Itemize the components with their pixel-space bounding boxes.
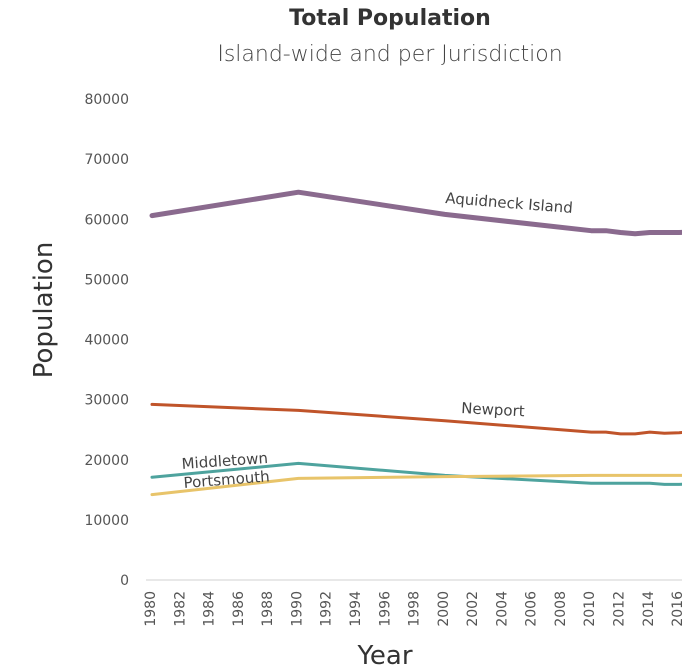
x-tick-label: 2012 — [612, 591, 628, 627]
y-tick-label: 40000 — [84, 333, 129, 349]
y-tick-label: 50000 — [84, 272, 129, 288]
series-line-portsmouth — [150, 473, 682, 497]
chart-subtitle: Island-wide and per Jurisdiction — [217, 42, 563, 67]
x-tick-label: 1992 — [319, 591, 335, 627]
y-tick-label: 30000 — [84, 393, 129, 409]
x-tick-label: 2006 — [524, 591, 540, 627]
x-tick-label: 2014 — [641, 591, 657, 627]
x-tick-label: 1984 — [202, 591, 218, 627]
series-label-aquidneck-island: Aquidneck Island — [445, 189, 574, 217]
x-tick-label: 1980 — [143, 591, 159, 627]
y-tick-label: 0 — [120, 573, 129, 589]
x-tick-label: 2008 — [553, 591, 569, 627]
x-tick-label: 2004 — [494, 591, 510, 627]
x-tick-label: 1996 — [377, 591, 393, 627]
series-labels: Aquidneck IslandNewportMiddletownPortsmo… — [181, 189, 573, 492]
x-tick-label: 1994 — [348, 591, 364, 627]
series-line-middletown — [150, 461, 682, 486]
y-axis-label: Population — [29, 242, 59, 379]
x-tick-label: 2016 — [670, 591, 682, 627]
x-tick-labels: 1980 1982 1984 1986 1988 1990 1992 1994 1996 1998… — [143, 591, 682, 627]
series-label-newport: Newport — [461, 399, 525, 420]
series-line-aquidneck-island — [149, 189, 682, 237]
y-tick-label: 20000 — [84, 453, 129, 469]
x-tick-label: 1982 — [172, 591, 188, 627]
y-tick-label: 60000 — [84, 212, 129, 228]
y-tick-labels: 0 10000 20000 30000 40000 50000 60000 70000 8000… — [84, 92, 129, 589]
x-tick-label: 2000 — [436, 591, 452, 627]
x-tick-label: 1998 — [407, 591, 423, 627]
x-tick-label: 2010 — [582, 591, 598, 627]
chart-title: Total Population — [289, 6, 491, 31]
x-tick-label: 2002 — [465, 591, 481, 627]
x-tick-label: 1986 — [231, 591, 247, 627]
x-axis-label: Year — [356, 641, 412, 671]
y-tick-label: 80000 — [84, 92, 129, 108]
y-tick-label: 10000 — [84, 513, 129, 529]
x-tick-label: 1988 — [260, 591, 276, 627]
x-tick-label: 1990 — [289, 591, 305, 627]
series-label-middletown: Middletown — [181, 449, 268, 473]
series-line-newport — [150, 402, 682, 436]
series-lines — [149, 189, 682, 497]
y-tick-label: 70000 — [84, 152, 129, 168]
